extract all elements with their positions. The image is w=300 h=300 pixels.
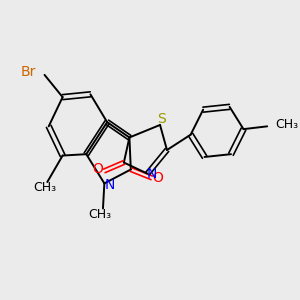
Text: N: N (105, 178, 115, 192)
Text: Br: Br (21, 64, 36, 79)
Text: CH₃: CH₃ (275, 118, 299, 131)
Text: CH₃: CH₃ (88, 208, 112, 220)
Text: N: N (146, 167, 157, 181)
Text: CH₃: CH₃ (33, 181, 56, 194)
Text: S: S (158, 112, 166, 126)
Text: O: O (152, 171, 163, 185)
Text: O: O (92, 163, 103, 176)
